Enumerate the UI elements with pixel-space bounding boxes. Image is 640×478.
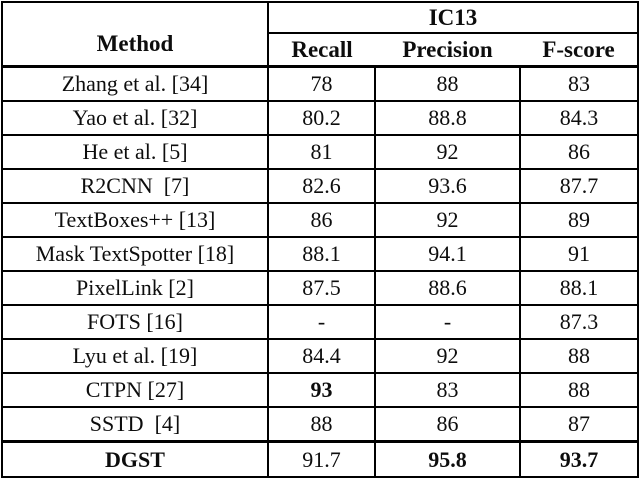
recall-cell: 84.4 [267, 338, 376, 374]
table-row: Yao et al. [32] 80.2 88.8 84.3 [1, 100, 640, 136]
fscore-cell: 87 [518, 406, 640, 443]
recall-cell: 86 [267, 202, 376, 238]
method-cell: R2CNN [7] [1, 168, 269, 204]
precision-cell: 88.6 [374, 270, 521, 306]
recall-cell: 93 [267, 372, 376, 408]
recall-cell: - [267, 304, 376, 340]
recall-cell: 81 [267, 134, 376, 170]
precision-cell: 86 [374, 406, 521, 443]
precision-cell: 95.8 [374, 440, 521, 478]
table-row: Zhang et al. [34] 78 88 83 [1, 65, 640, 102]
table-row: SSTD [4] 88 86 87 [1, 406, 640, 443]
recall-cell: 80.2 [267, 100, 376, 136]
column-header-precision: Precision [375, 33, 520, 68]
fscore-cell: 88.1 [518, 270, 640, 306]
method-cell: TextBoxes++ [13] [1, 202, 269, 238]
table-row: Mask TextSpotter [18] 88.1 94.1 91 [1, 236, 640, 272]
recall-cell: 88 [267, 406, 376, 443]
table-row: Lyu et al. [19] 84.4 92 88 [1, 338, 640, 374]
table-row: R2CNN [7] 82.6 93.6 87.7 [1, 168, 640, 204]
table-row: CTPN [27] 93 83 88 [1, 372, 640, 408]
fscore-cell: 84.3 [518, 100, 640, 136]
precision-cell: 88.8 [374, 100, 521, 136]
column-header-recall: Recall [268, 33, 375, 68]
fscore-cell: 83 [518, 65, 640, 102]
recall-cell: 87.5 [267, 270, 376, 306]
fscore-cell: 91 [518, 236, 640, 272]
method-cell: Lyu et al. [19] [1, 338, 269, 374]
precision-cell: 92 [374, 202, 521, 238]
method-cell: SSTD [4] [1, 406, 269, 443]
method-cell: DGST [1, 440, 269, 478]
column-group-header-ic13: IC13 [266, 2, 639, 34]
method-cell: CTPN [27] [1, 372, 269, 408]
precision-cell: 94.1 [374, 236, 521, 272]
column-header-method: Method [2, 2, 269, 68]
table-row: He et al. [5] 81 92 86 [1, 134, 640, 170]
precision-cell: 88 [374, 65, 521, 102]
table-body: Zhang et al. [34] 78 88 83 Yao et al. [3… [1, 65, 640, 478]
fscore-cell: 87.3 [518, 304, 640, 340]
method-cell: FOTS [16] [1, 304, 269, 340]
precision-cell: 92 [374, 134, 521, 170]
precision-cell: 92 [374, 338, 521, 374]
method-cell: Zhang et al. [34] [1, 65, 269, 102]
fscore-cell: 86 [518, 134, 640, 170]
precision-cell: 83 [374, 372, 521, 408]
precision-cell: - [374, 304, 521, 340]
fscore-cell: 87.7 [518, 168, 640, 204]
method-cell: He et al. [5] [1, 134, 269, 170]
fscore-cell: 89 [518, 202, 640, 238]
method-cell: Yao et al. [32] [1, 100, 269, 136]
fscore-cell: 93.7 [518, 440, 640, 478]
table-row: PixelLink [2] 87.5 88.6 88.1 [1, 270, 640, 306]
method-cell: PixelLink [2] [1, 270, 269, 306]
recall-cell: 91.7 [267, 440, 376, 478]
table-row: TextBoxes++ [13] 86 92 89 [1, 202, 640, 238]
recall-cell: 88.1 [267, 236, 376, 272]
table-row-dgst: DGST 91.7 95.8 93.7 [1, 440, 640, 478]
recall-cell: 78 [267, 65, 376, 102]
fscore-cell: 88 [518, 372, 640, 408]
header-row-group: Method IC13 [2, 2, 639, 68]
fscore-cell: 88 [518, 338, 640, 374]
column-header-fscore: F-score [520, 33, 639, 68]
table-row: FOTS [16] - - 87.3 [1, 304, 640, 340]
method-cell: Mask TextSpotter [18] [1, 236, 269, 272]
recall-cell: 82.6 [267, 168, 376, 204]
precision-cell: 93.6 [374, 168, 521, 204]
header-row-metrics: Recall Precision F-score [2, 33, 639, 68]
table-header: Method IC13 Recall Precision F-score [2, 2, 639, 68]
